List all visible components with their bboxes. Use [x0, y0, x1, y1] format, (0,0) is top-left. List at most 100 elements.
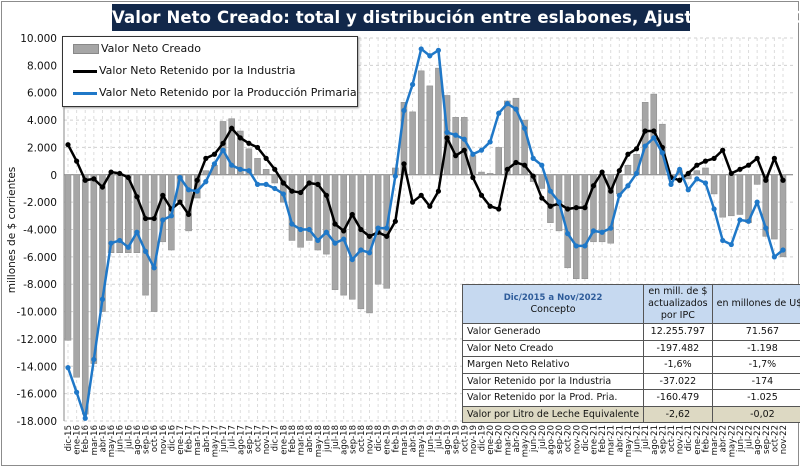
primary-point	[418, 46, 424, 52]
bar	[150, 174, 158, 312]
industry-point	[496, 206, 502, 212]
industry-point	[763, 177, 769, 183]
x-tick-label: nov-18	[366, 425, 376, 454]
y-tick-label: -14.000	[16, 361, 57, 373]
x-tick-label: dic-21	[684, 425, 694, 451]
bar	[538, 174, 546, 189]
table-cell: Valor Retenido por la Industria	[461, 372, 645, 390]
x-tick-label: dic-20	[581, 425, 591, 451]
industry-point	[539, 195, 545, 201]
x-tick-label: may-16	[107, 425, 117, 457]
bar	[409, 111, 416, 176]
x-tick-label: abr-19	[409, 425, 419, 452]
primary-point	[702, 180, 709, 186]
x-tick-label: sep-16	[142, 425, 152, 454]
bar	[237, 130, 244, 176]
industry-point	[99, 184, 106, 190]
legend-label: Valor Neto Creado	[101, 42, 201, 55]
primary-point	[186, 187, 192, 193]
primary-point	[659, 150, 665, 156]
table-header: Dic/2015 a Nov/2022 Concepto en mill. de …	[461, 284, 800, 324]
primary-point	[737, 217, 743, 223]
x-tick-label: oct-16	[150, 425, 160, 452]
x-tick-label: mar-21	[607, 425, 617, 455]
bar	[521, 119, 528, 176]
bar	[357, 174, 365, 310]
table-cell: -160.479	[643, 389, 713, 407]
bar	[90, 174, 98, 364]
x-tick-label: jul-20	[538, 425, 548, 450]
table-cell: Valor por Litro de Leche Equivalente	[461, 405, 645, 423]
industry-point	[392, 218, 398, 224]
x-tick-label: feb-19	[391, 425, 401, 453]
table-cell: 71.567	[711, 323, 800, 341]
primary-point	[220, 147, 226, 153]
y-tick-label: -6.000	[23, 252, 57, 264]
primary-point	[134, 229, 140, 235]
primary-point	[280, 191, 286, 197]
summary-table: Dic/2015 a Nov/2022 Concepto en mill. de …	[461, 284, 800, 423]
industry-point	[720, 147, 726, 153]
table-cell: -174	[711, 372, 800, 390]
primary-point	[142, 248, 149, 254]
table-cell: -1,7%	[711, 356, 800, 374]
primary-point	[539, 162, 545, 168]
primary-point	[633, 170, 640, 177]
x-tick-label: dic-18	[374, 425, 384, 451]
bar	[107, 174, 115, 254]
industry-point	[478, 192, 485, 198]
primary-point	[177, 174, 183, 181]
x-tick-label: may-21	[624, 425, 634, 457]
bar	[504, 100, 511, 176]
primary-point	[74, 389, 80, 395]
primary-point	[263, 181, 269, 187]
table-cell: Margen Neto Relativo	[461, 356, 645, 374]
y-tick-label: -16.000	[16, 389, 57, 401]
x-tick-label: dic-19	[477, 425, 487, 451]
primary-point	[375, 225, 381, 231]
x-tick-label: sep-22	[762, 425, 772, 454]
industry-point	[220, 140, 226, 146]
primary-point	[470, 151, 476, 157]
industry-point	[694, 162, 700, 168]
table-cell: -197.482	[643, 339, 713, 357]
bar	[202, 170, 210, 176]
industry-point	[237, 135, 243, 141]
industry-point	[633, 146, 640, 152]
primary-point	[685, 187, 691, 193]
x-tick-label: oct-20	[564, 425, 574, 452]
x-tick-label: may-17	[210, 425, 220, 457]
legend-label: Valor Neto Retenido por la Industria	[99, 64, 296, 77]
industry-point	[444, 135, 450, 141]
y-tick-label: 8.000	[27, 60, 57, 72]
industry-point	[349, 211, 355, 218]
primary-point	[435, 47, 442, 53]
primary-point	[323, 229, 330, 235]
industry-point	[711, 155, 717, 161]
bar	[305, 174, 313, 241]
bar	[693, 170, 701, 176]
x-tick-label: may-18	[314, 425, 324, 457]
primary-point	[203, 179, 209, 185]
industry-point	[745, 162, 752, 168]
primary-point	[763, 225, 769, 231]
x-tick-label: feb-18	[288, 425, 298, 453]
industry-point	[358, 226, 364, 233]
x-tick-label: jul-19	[434, 425, 444, 450]
legend-item-bar: Valor Neto Creado	[73, 39, 201, 59]
primary-point	[444, 129, 450, 135]
x-tick-label: mar-16	[90, 425, 100, 455]
primary-point	[496, 110, 502, 116]
industry-point	[108, 169, 114, 175]
bar	[125, 174, 132, 254]
bar	[719, 174, 726, 218]
primary-point	[289, 221, 295, 227]
table-row: Valor Retenido por la Industria -37.022 -1…	[461, 372, 800, 390]
table-cell: -1.198	[711, 339, 800, 357]
industry-point	[117, 170, 123, 177]
x-tick-label: nov-17	[262, 425, 272, 454]
primary-point	[461, 136, 467, 142]
x-tick-label: oct-18	[357, 425, 367, 452]
x-tick-label: ago-16	[133, 425, 143, 455]
industry-point	[65, 142, 71, 148]
